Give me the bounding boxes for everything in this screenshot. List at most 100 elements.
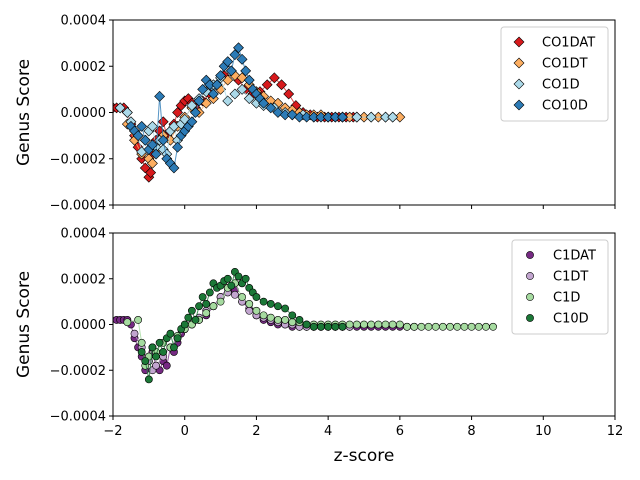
data-point — [202, 309, 211, 317]
data-point — [134, 316, 142, 324]
y-axis-title: Genus Score — [14, 271, 34, 378]
x-axis-title: z-score — [334, 446, 395, 466]
data-point — [453, 322, 462, 331]
data-point — [121, 107, 133, 118]
legend-marker — [513, 57, 525, 69]
data-point — [381, 320, 390, 329]
x-tick-label: 10 — [535, 424, 552, 439]
data-point — [329, 111, 341, 123]
data-point — [209, 302, 218, 311]
data-point — [137, 348, 146, 356]
data-point — [431, 322, 440, 331]
legend: CO1DAT CO1DT CO1D CO10D — [500, 26, 609, 122]
data-point — [281, 304, 290, 313]
data-point — [266, 300, 275, 308]
data-point — [315, 111, 327, 123]
data-point — [351, 111, 363, 123]
legend-label: C1DAT — [553, 249, 596, 264]
data-point — [301, 111, 313, 123]
data-point — [460, 322, 469, 331]
data-point — [236, 83, 248, 95]
data-point — [394, 111, 406, 123]
data-point — [283, 88, 295, 100]
data-point — [152, 361, 160, 370]
data-point — [180, 320, 189, 329]
data-point — [207, 88, 219, 100]
data-point — [186, 116, 198, 128]
data-point — [302, 320, 311, 329]
x-tick-label: 8 — [467, 424, 475, 439]
x-tick-label: −2 — [103, 424, 122, 439]
legend-label: CO10D — [542, 99, 588, 114]
data-point — [268, 72, 280, 84]
legend-box — [500, 26, 609, 122]
data-point — [360, 320, 368, 329]
data-point — [173, 334, 182, 343]
data-point — [132, 130, 144, 142]
data-point — [308, 111, 320, 123]
y-tick-label: 0.0002 — [61, 272, 107, 287]
data-point — [152, 352, 160, 361]
data-point — [164, 134, 176, 146]
data-point — [157, 134, 169, 146]
data-point — [288, 318, 297, 327]
y-tick-label: 0.0000 — [61, 106, 107, 121]
data-point — [154, 90, 166, 102]
data-point — [191, 316, 200, 324]
legend-label: CO1DT — [542, 57, 588, 72]
data-point — [155, 338, 164, 347]
y-tick-label: −0.0004 — [50, 410, 106, 425]
data-point — [265, 102, 277, 114]
data-point — [395, 320, 404, 329]
data-point — [225, 65, 237, 77]
legend-marker — [526, 293, 534, 301]
data-point — [195, 302, 203, 311]
data-point — [145, 167, 157, 179]
data-point — [147, 157, 158, 169]
data-point — [259, 297, 268, 306]
legend-label: C1D — [553, 291, 580, 306]
legend-label: C10D — [553, 312, 589, 327]
data-point — [367, 320, 376, 329]
data-point — [168, 162, 180, 174]
data-point — [324, 322, 333, 331]
data-point — [259, 311, 268, 320]
data-point — [144, 375, 153, 384]
data-point — [222, 95, 234, 107]
data-point — [236, 53, 248, 65]
x-tick-label: 12 — [607, 424, 624, 439]
data-point — [387, 111, 399, 123]
data-point — [193, 95, 205, 107]
data-point — [141, 357, 150, 365]
data-point — [295, 316, 304, 324]
x-tick-label: 6 — [396, 424, 404, 439]
data-point — [205, 288, 214, 297]
legend-marker — [513, 36, 525, 48]
data-point — [241, 274, 250, 283]
data-point — [243, 74, 255, 86]
y-tick-label: 0.0004 — [61, 14, 107, 29]
data-point — [238, 293, 246, 301]
legend-marker — [526, 272, 534, 280]
data-point — [197, 83, 209, 95]
data-point — [345, 320, 354, 329]
data-point — [170, 343, 178, 352]
data-point — [417, 322, 426, 331]
data-point — [166, 329, 175, 338]
y-tick-label: −0.0002 — [50, 364, 106, 379]
data-point — [309, 322, 318, 331]
data-point — [222, 56, 234, 68]
y-tick-label: −0.0004 — [50, 199, 106, 214]
data-point — [245, 306, 254, 315]
y-tick-label: 0.0002 — [61, 60, 107, 75]
series-co10d — [125, 42, 348, 174]
bottom-panel: −2 0 2 4 6 8 10 12 −0.0004 −0.0002 0.0000 0.0002 0.0… — [14, 227, 623, 467]
data-point — [403, 322, 411, 331]
data-point — [123, 318, 132, 327]
data-point — [438, 322, 447, 331]
data-point — [252, 306, 261, 315]
legend: C1DAT C1DT C1D C10D — [511, 239, 609, 335]
data-point — [474, 322, 483, 331]
y-tick-label: −0.0002 — [50, 152, 106, 167]
